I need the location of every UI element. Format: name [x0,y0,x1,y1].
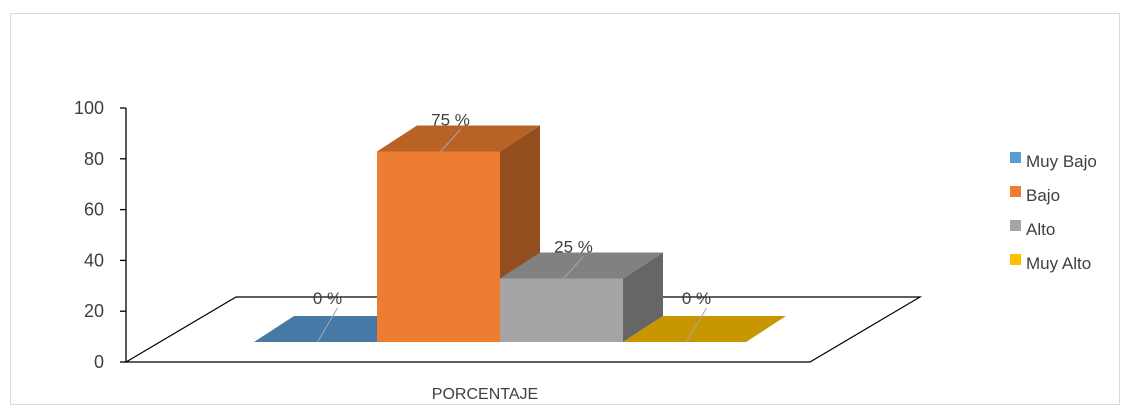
bar-top-face [623,316,786,342]
y-tick-label: 0 [94,352,104,372]
data-label-leader-line [563,256,584,279]
bar [623,316,786,342]
data-label: 0 % [313,289,342,308]
legend-swatch [1010,220,1021,231]
y-tick-label: 20 [84,301,104,321]
bar [500,252,663,342]
legend-item: Muy Alto [1010,254,1091,273]
y-tick-label: 40 [84,250,104,270]
data-label: 25 % [554,238,593,257]
bar-top-face [254,316,417,342]
legend-item: Alto [1010,220,1055,239]
legend-item: Muy Bajo [1010,152,1097,171]
x-category-label: PORCENTAJE [432,386,538,403]
legend-item: Bajo [1010,186,1060,205]
legend-label: Bajo [1026,186,1060,205]
chart-frame [10,13,1120,405]
bar [254,316,417,342]
data-label-leader-line [440,129,461,152]
data-label: 75 % [431,111,470,130]
bar-side-face [623,252,663,342]
data-label: 0 % [682,289,711,308]
legend-label: Alto [1026,220,1055,239]
legend-swatch [1010,152,1021,163]
legend: Muy Bajo Bajo Alto Muy Alto [1010,152,1097,273]
data-label-leader-line [686,307,707,343]
bar-top-face [500,252,663,279]
bar-top-face [377,125,540,152]
y-tick-label: 60 [84,200,104,220]
bar-front-face [377,151,500,342]
bar [377,125,540,342]
legend-label: Muy Bajo [1026,152,1097,171]
legend-swatch [1010,254,1021,265]
data-label-leader-line [317,307,338,343]
bars [254,125,786,342]
y-tick-label: 100 [74,98,104,118]
legend-swatch [1010,186,1021,197]
axes: 0 20 40 60 80 100 PORCENTAJE [74,98,538,403]
bar-front-face [500,278,623,342]
data-labels: 0 % 75 % 25 % 0 % [313,111,711,343]
y-tick-label: 80 [84,149,104,169]
legend-label: Muy Alto [1026,254,1091,273]
